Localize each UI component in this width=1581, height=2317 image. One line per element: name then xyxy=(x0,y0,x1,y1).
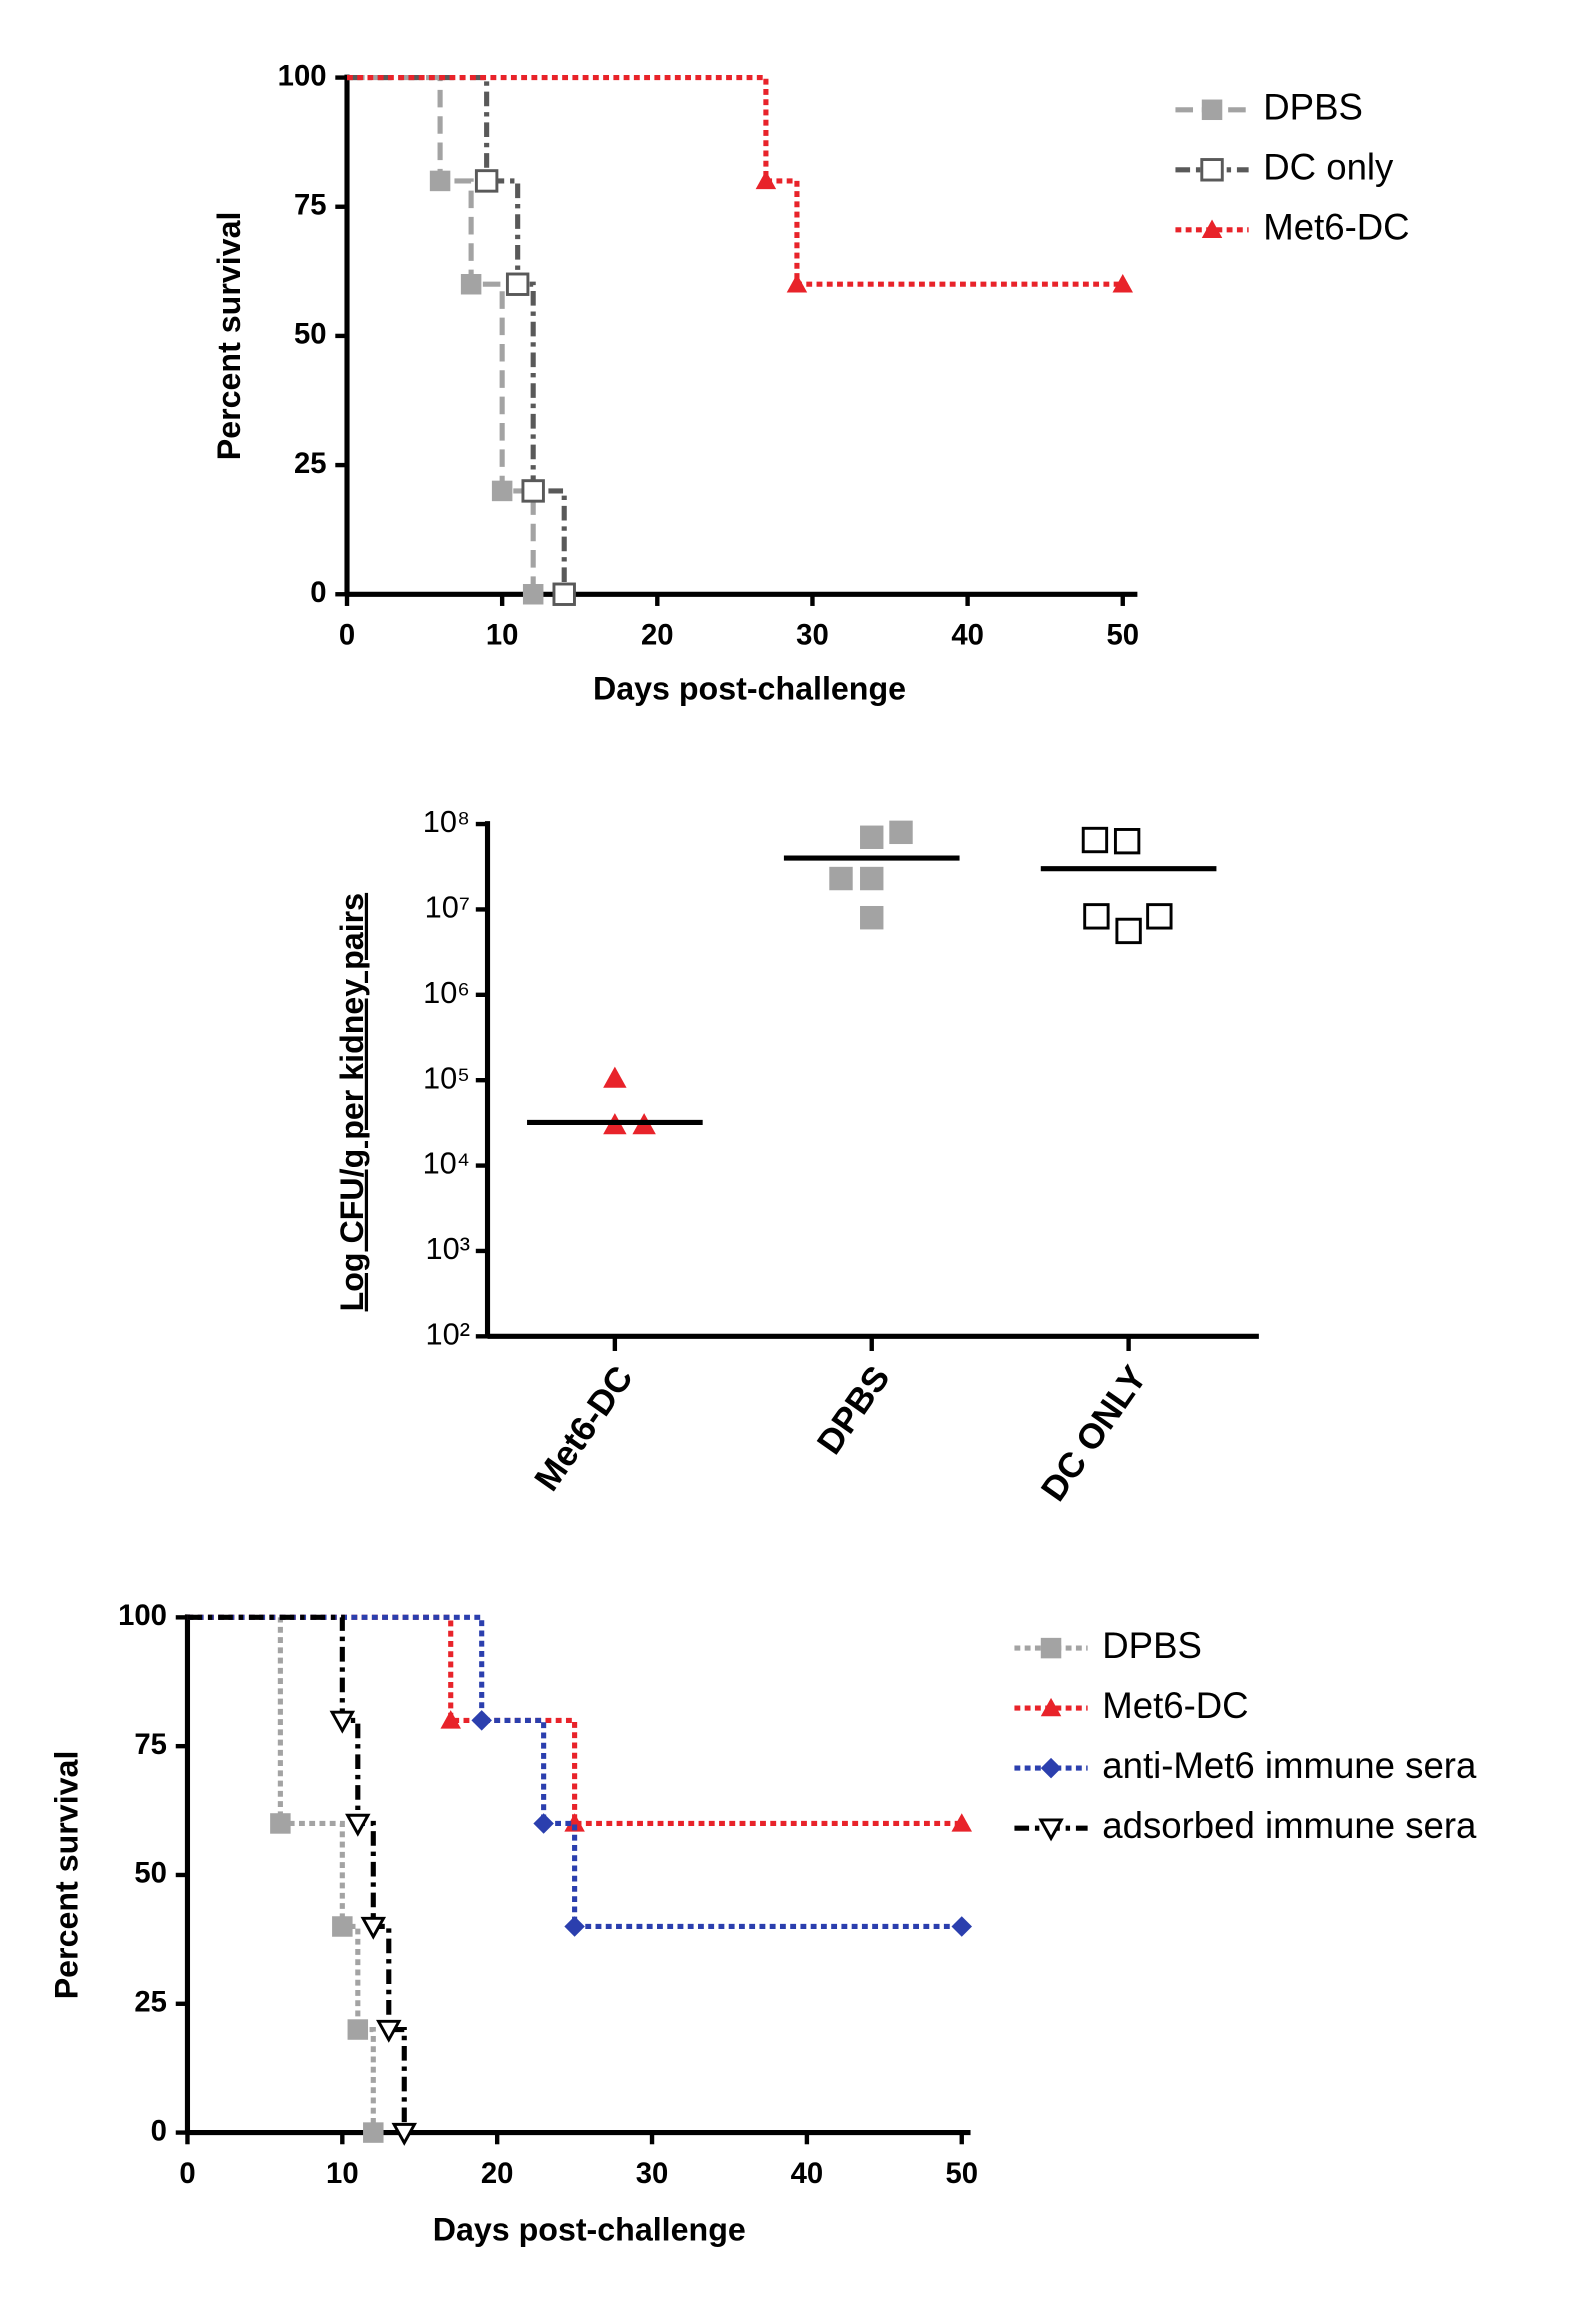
marker xyxy=(345,1813,371,1837)
marker xyxy=(564,1813,585,1832)
marker xyxy=(332,1916,353,1937)
survival-line xyxy=(187,1614,962,1827)
legend-marker xyxy=(1038,1818,1064,1842)
marker xyxy=(860,866,884,891)
y-tick-label: 25 xyxy=(134,1987,167,2019)
marker xyxy=(564,1916,585,1937)
survival-line xyxy=(347,75,1123,287)
marker xyxy=(829,866,853,891)
legend-label: Met6-DC xyxy=(1263,206,1409,247)
x-tick-label: 20 xyxy=(641,619,674,651)
marker xyxy=(755,170,777,190)
x-tick-label: 10 xyxy=(486,619,519,651)
y-axis-label: Percent survival xyxy=(211,212,247,461)
y-tick-label: 0 xyxy=(310,577,326,609)
x-tick-label: DC ONLY xyxy=(1034,1359,1155,1508)
x-tick-label: 50 xyxy=(1106,619,1139,651)
x-tick-label: 50 xyxy=(945,2158,978,2190)
y-tick-label: 0 xyxy=(151,2115,167,2147)
marker xyxy=(270,1813,291,1834)
marker xyxy=(391,2122,417,2146)
y-tick-label: 10⁴ xyxy=(423,1146,470,1181)
y-tick-label: 10⁶ xyxy=(423,975,470,1010)
marker xyxy=(460,274,482,295)
y-tick-label: 10² xyxy=(426,1316,470,1351)
legend-marker xyxy=(1040,1697,1062,1717)
survival-line xyxy=(187,1614,962,1930)
marker xyxy=(951,1813,972,1832)
x-axis-label: Days post-challenge xyxy=(593,670,906,706)
y-tick-label: 10³ xyxy=(426,1231,470,1266)
legend-label: DC only xyxy=(1263,146,1394,187)
marker xyxy=(1083,903,1110,930)
legend-label: DPBS xyxy=(1263,86,1363,127)
x-axis-label: Days post-challenge xyxy=(433,2212,746,2248)
marker xyxy=(363,2122,384,2143)
marker xyxy=(552,582,576,606)
marker xyxy=(505,272,530,296)
y-tick-label: 100 xyxy=(118,1600,167,1632)
x-tick-label: 40 xyxy=(791,2158,824,2190)
legend-marker xyxy=(1201,219,1223,238)
marker xyxy=(329,1710,356,1734)
y-tick-label: 75 xyxy=(294,189,327,221)
marker xyxy=(376,2019,402,2043)
x-tick-label: 0 xyxy=(339,619,355,651)
x-tick-label: 0 xyxy=(179,2158,195,2190)
marker xyxy=(474,169,499,193)
survival-line xyxy=(347,75,567,595)
marker xyxy=(1112,274,1134,293)
y-tick-label: 10⁸ xyxy=(423,804,470,839)
y-tick-label: 25 xyxy=(294,448,327,480)
survival-line xyxy=(187,1614,407,2133)
x-tick-label: 40 xyxy=(951,619,984,651)
marker xyxy=(1146,903,1173,930)
x-tick-label: 30 xyxy=(796,619,829,651)
x-tick-label: 20 xyxy=(481,2158,514,2190)
marker xyxy=(491,480,513,502)
marker xyxy=(951,1916,972,1937)
y-tick-label: 50 xyxy=(294,319,327,351)
survival-line xyxy=(347,75,536,595)
y-axis-label: Log CFU/g per kidney pairs xyxy=(334,893,370,1312)
y-tick-label: 75 xyxy=(134,1729,167,1761)
legend-label: DPBS xyxy=(1102,1625,1202,1666)
legend-marker xyxy=(1200,158,1224,182)
survival-line xyxy=(187,1614,376,2133)
marker xyxy=(521,479,545,503)
marker xyxy=(786,274,808,293)
marker xyxy=(1081,826,1109,854)
marker xyxy=(533,1813,554,1834)
x-tick-label: Met6-DC xyxy=(527,1359,641,1498)
y-tick-label: 100 xyxy=(278,60,327,92)
legend-label: adsorbed immune sera xyxy=(1102,1805,1477,1846)
y-tick-label: 10⁷ xyxy=(425,890,470,925)
marker xyxy=(522,584,544,605)
y-tick-label: 50 xyxy=(134,1858,167,1890)
y-tick-label: 10⁵ xyxy=(423,1060,470,1095)
legend-marker xyxy=(1040,1637,1062,1659)
marker xyxy=(440,1710,461,1729)
marker xyxy=(429,170,451,192)
legend-label: Met6-DC xyxy=(1102,1685,1248,1726)
marker xyxy=(1113,828,1141,855)
marker xyxy=(889,820,913,845)
marker xyxy=(360,1916,387,1940)
x-tick-label: DPBS xyxy=(810,1359,898,1461)
y-axis-label: Percent survival xyxy=(48,1751,84,2000)
legend-marker xyxy=(1201,99,1223,121)
legend-marker xyxy=(1040,1757,1062,1779)
x-tick-label: 10 xyxy=(326,2158,359,2190)
marker xyxy=(347,2019,369,2040)
marker xyxy=(860,825,884,849)
x-tick-label: 30 xyxy=(636,2158,669,2190)
legend-label: anti-Met6 immune sera xyxy=(1102,1745,1477,1786)
marker xyxy=(471,1710,492,1731)
marker xyxy=(860,905,884,930)
marker xyxy=(1115,917,1142,945)
marker xyxy=(603,1066,627,1088)
